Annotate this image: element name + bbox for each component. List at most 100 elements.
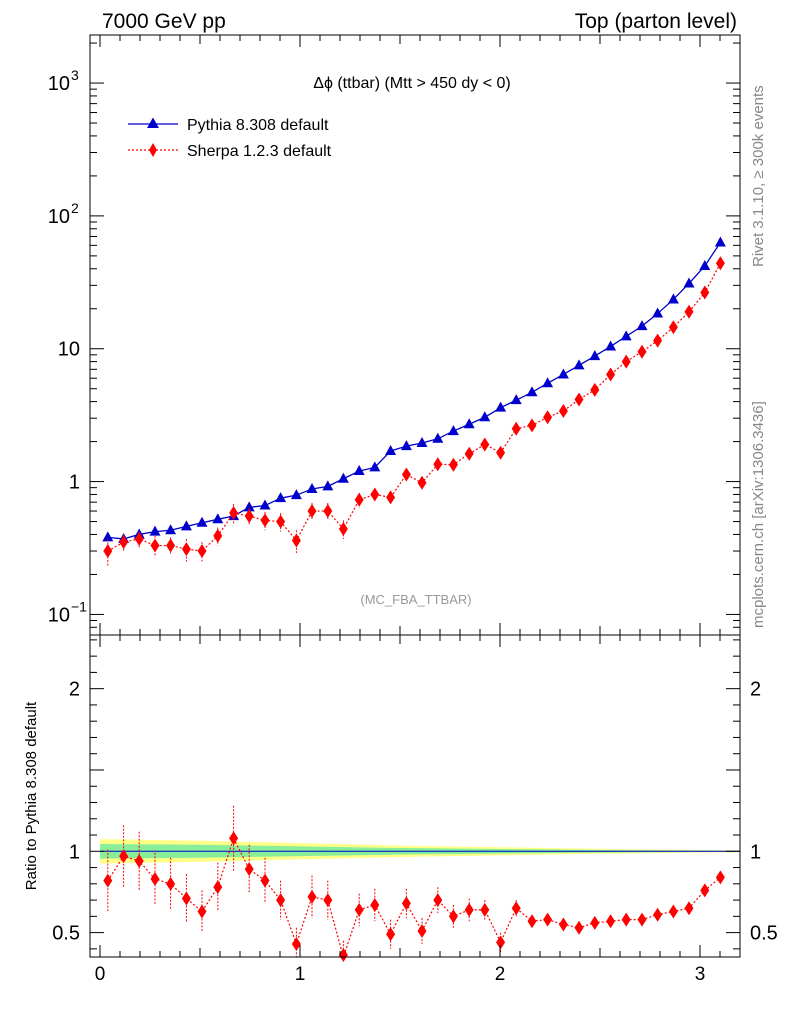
main-series-layer bbox=[102, 236, 726, 567]
header-right: Top (parton level) bbox=[575, 10, 737, 33]
ratio-y-tick-labels: 0.5 0.5 1 1 2 2 bbox=[52, 679, 778, 945]
pythia-point bbox=[369, 461, 381, 472]
sherpa-point bbox=[150, 538, 160, 553]
legend-pythia-label: Pythia 8.308 default bbox=[187, 117, 329, 134]
ratio-point bbox=[134, 854, 144, 869]
sherpa-point bbox=[637, 344, 647, 359]
pythia-point bbox=[243, 501, 255, 512]
ratio-point bbox=[621, 912, 631, 927]
sherpa-point bbox=[496, 445, 506, 460]
legend-sherpa-label: Sherpa 1.2.3 default bbox=[187, 143, 332, 160]
pythia-point bbox=[102, 531, 114, 542]
pythia-point bbox=[652, 307, 664, 318]
sherpa-point bbox=[354, 492, 364, 507]
pythia-point bbox=[432, 432, 444, 443]
ratio-point bbox=[307, 889, 317, 904]
sherpa-point bbox=[558, 403, 568, 418]
y-tick-label-right: 1 bbox=[750, 841, 761, 863]
pythia-point bbox=[165, 524, 177, 535]
ratio-point bbox=[527, 914, 537, 929]
sherpa-point bbox=[621, 354, 631, 369]
y-tick-label: 1 bbox=[69, 472, 80, 494]
x-tick-label: 2 bbox=[495, 964, 506, 985]
ratio-point bbox=[653, 907, 663, 922]
ratio-series-layer bbox=[103, 805, 725, 962]
ratio-point bbox=[480, 902, 490, 917]
pythia-point bbox=[605, 340, 617, 351]
x-tick-label: 1 bbox=[295, 964, 306, 985]
ratio-point bbox=[417, 923, 427, 938]
pythia-point bbox=[385, 444, 397, 455]
ratio-point bbox=[637, 912, 647, 927]
sherpa-point bbox=[166, 538, 176, 553]
pythia-point bbox=[463, 418, 475, 429]
sherpa-point bbox=[134, 531, 144, 546]
pythia-point bbox=[620, 330, 632, 341]
pythia-point bbox=[479, 411, 491, 422]
pythia-point bbox=[275, 492, 287, 503]
pythia-point bbox=[290, 489, 302, 500]
ratio-point bbox=[386, 927, 396, 942]
sherpa-point bbox=[307, 504, 317, 519]
pythia-point bbox=[447, 425, 459, 436]
sherpa-point bbox=[401, 467, 411, 482]
pythia-point bbox=[510, 394, 522, 405]
sherpa-point bbox=[480, 437, 490, 452]
sherpa-line bbox=[107, 262, 721, 552]
ratio-point bbox=[103, 873, 113, 888]
ratio-point bbox=[291, 936, 301, 951]
y-tick-label: 10 bbox=[58, 339, 80, 361]
pythia-point bbox=[557, 368, 569, 379]
legend-pythia-marker bbox=[147, 117, 159, 128]
ratio-point bbox=[496, 935, 506, 950]
ratio-point bbox=[511, 901, 521, 916]
y-tick-label-right: 2 bbox=[750, 679, 761, 701]
sherpa-point bbox=[103, 544, 113, 559]
sherpa-point bbox=[370, 487, 380, 502]
sherpa-point bbox=[511, 421, 521, 436]
sherpa-point bbox=[244, 509, 254, 524]
sherpa-point bbox=[291, 533, 301, 548]
pythia-point bbox=[149, 525, 161, 536]
rivet-label: Rivet 3.1.10, ≥ 300k events bbox=[750, 85, 767, 267]
ratio-point bbox=[244, 862, 254, 877]
pythia-point bbox=[699, 259, 711, 270]
sherpa-point bbox=[338, 521, 348, 536]
sherpa-point bbox=[606, 367, 616, 382]
ratio-point bbox=[260, 873, 270, 888]
pythia-point bbox=[400, 440, 412, 451]
ratio-point bbox=[370, 897, 380, 912]
pythia-point bbox=[212, 513, 224, 524]
mcplots-label: mcplots.cern.ch [arXiv:1306.3436] bbox=[750, 401, 767, 628]
ratio-point bbox=[323, 893, 333, 908]
y-tick-label: 1 bbox=[69, 841, 80, 863]
ratio-reference-band bbox=[100, 839, 740, 864]
ratio-y-axis-label: Ratio to Pythia 8.308 default bbox=[23, 701, 40, 890]
ratio-point bbox=[684, 901, 694, 916]
ratio-point bbox=[197, 904, 207, 919]
legend: Pythia 8.308 default Sherpa 1.2.3 defaul… bbox=[128, 117, 332, 160]
header-left: 7000 GeV pp bbox=[102, 10, 226, 33]
pythia-point bbox=[526, 386, 538, 397]
pythia-point bbox=[322, 480, 334, 491]
sherpa-point bbox=[213, 528, 223, 543]
sherpa-point bbox=[464, 446, 474, 461]
x-tick-labels: 0 1 2 3 bbox=[95, 964, 706, 985]
sherpa-point bbox=[276, 514, 286, 529]
ratio-panel: 0.5 0.5 1 1 2 2 Ratio to Pythia 8.308 default bbox=[23, 634, 778, 962]
sherpa-point bbox=[653, 333, 663, 348]
pythia-point bbox=[589, 350, 601, 361]
y-tick-label-right: 0.5 bbox=[750, 923, 778, 945]
pythia-point bbox=[180, 520, 192, 531]
pythia-point bbox=[542, 377, 554, 388]
sherpa-point bbox=[260, 513, 270, 528]
x-tick-label: 3 bbox=[695, 964, 706, 985]
y-tick-label: 10 bbox=[48, 206, 70, 228]
ratio-point bbox=[401, 896, 411, 911]
ratio-point bbox=[354, 902, 364, 917]
ratio-point bbox=[715, 870, 725, 885]
y-tick-label: 10 bbox=[48, 604, 70, 626]
